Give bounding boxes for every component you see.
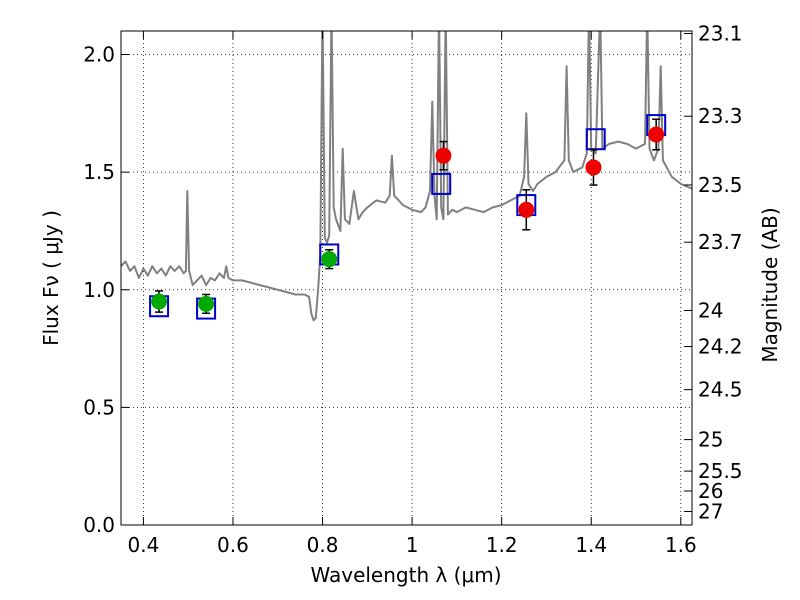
x-tick-label: 0.6 — [217, 533, 249, 557]
observed-point — [435, 147, 452, 164]
y-axis-label: Flux Fν ( μJy ) — [39, 210, 63, 346]
mag-tick-label: 26 — [698, 479, 723, 503]
x-tick-label: 1.6 — [665, 533, 697, 557]
observed-point — [518, 201, 535, 218]
mag-tick-label: 27 — [698, 499, 723, 523]
spectrum-layer — [121, 31, 692, 322]
y-tick-label: 1.5 — [83, 160, 115, 184]
tick-layer: 0.4 0.6 0.8 1 1.2 1.4 1.6 0.0 0.5 1.0 1.5 2.0 23.1 23… — [83, 22, 742, 557]
x-tick-label: 1.4 — [575, 533, 607, 557]
mag-tick-label: 23.1 — [698, 22, 743, 46]
mag-tick-label: 23.7 — [698, 230, 743, 254]
y-tick-label: 1.0 — [83, 278, 115, 302]
mag-tick-label: 25.5 — [698, 459, 743, 483]
right-axis-label: Magnitude (AB) — [758, 207, 782, 362]
plot-frame — [120, 30, 693, 526]
mag-tick-label: 23.3 — [698, 104, 743, 128]
observed-point — [198, 295, 215, 312]
x-tick-label: 1 — [406, 533, 419, 557]
y-tick-label: 2.0 — [83, 43, 115, 67]
observed-point — [648, 126, 665, 143]
marker-layer — [149, 114, 667, 320]
model-photometry-square — [431, 172, 452, 195]
x-tick-label: 0.8 — [307, 533, 339, 557]
y-tick-label: 0.5 — [83, 395, 115, 419]
mag-tick-label: 24 — [698, 298, 723, 322]
observed-point — [585, 159, 602, 176]
mag-tick-label: 24.5 — [698, 378, 743, 402]
y-tick-label: 0.0 — [83, 513, 115, 537]
mag-tick-label: 24.2 — [698, 335, 743, 359]
mag-tick-label: 23.5 — [698, 173, 743, 197]
x-tick-label: 1.2 — [486, 533, 518, 557]
observed-point — [321, 251, 338, 268]
observed-point — [151, 293, 168, 310]
spectrum-line — [121, 31, 692, 322]
x-axis-label: Wavelength λ (μm) — [310, 563, 501, 587]
mag-tick-label: 25 — [698, 428, 723, 452]
x-tick-label: 0.4 — [127, 533, 159, 557]
